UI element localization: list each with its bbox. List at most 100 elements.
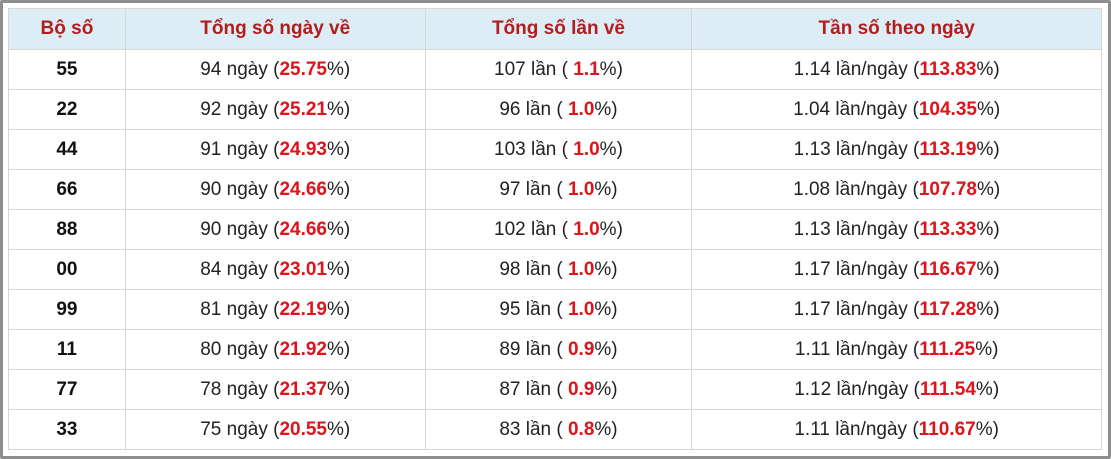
number-cell: 66 (8, 169, 126, 210)
table-row: 99 81 ngày (22.19%) 95 lần ( 1.0%) 1.17 lần… (8, 289, 1102, 330)
table-cell: 81 ngày (22.19%) (124, 289, 426, 330)
table-body: 55 94 ngày (25.75%) 107 lần ( 1.1%) 1.14 lầ… (8, 49, 1102, 450)
highlight-value: 0.9 (567, 378, 595, 400)
highlight-value: 1.1 (573, 58, 600, 80)
cell-text: 89 lần ( (499, 338, 568, 360)
number-cell: 00 (8, 249, 126, 290)
highlight-value: 24.93 (279, 138, 327, 160)
cell-text: %) (327, 98, 351, 120)
cell-text: 97 lần ( (499, 178, 568, 200)
highlight-value: 22.19 (279, 298, 327, 320)
cell-text: %) (976, 218, 1000, 240)
header-cell: Tần số theo ngày (691, 8, 1102, 50)
cell-text: 90 ngày ( (200, 178, 280, 200)
table-cell: 90 ngày (24.66%) (124, 209, 426, 250)
number-cell: 33 (8, 409, 126, 450)
header-cell: Bộ số (8, 8, 126, 50)
table-row: 55 94 ngày (25.75%) 107 lần ( 1.1%) 1.14 lầ… (8, 49, 1102, 90)
number-cell: 44 (8, 129, 126, 170)
header-cell: Tổng số ngày về (124, 8, 426, 50)
highlight-value: 107.78 (918, 178, 977, 200)
table-row: 33 75 ngày (20.55%) 83 lần ( 0.8%) 1.11 lần… (8, 409, 1102, 450)
cell-text: %) (975, 338, 999, 360)
highlight-value: 21.37 (279, 378, 327, 400)
highlight-value: 24.66 (279, 178, 327, 200)
number-cell: 99 (8, 289, 126, 330)
cell-text: 1.11 lần/ngày ( (794, 338, 920, 360)
cell-text: %) (599, 58, 623, 80)
highlight-value: 113.83 (919, 58, 977, 80)
cell-text: 80 ngày ( (200, 338, 280, 360)
highlight-value: 116.67 (919, 258, 977, 280)
cell-text: 1.14 lần/ngày ( (793, 58, 920, 80)
cell-text: %) (976, 258, 1000, 280)
table-cell: 1.11 lần/ngày (111.25%) (691, 329, 1102, 370)
table-cell: 1.17 lần/ngày (116.67%) (691, 249, 1102, 290)
number-cell: 11 (8, 329, 126, 370)
highlight-value: 113.33 (919, 218, 977, 240)
cell-text: 96 lần ( (499, 98, 568, 120)
cell-text: 107 lần ( (494, 58, 574, 80)
header-cell: Tổng số lần về (424, 8, 693, 50)
cell-text: %) (599, 218, 623, 240)
cell-text: 81 ngày ( (200, 298, 280, 320)
table-cell: 97 lần ( 1.0%) (424, 169, 693, 210)
cell-text: 102 lần ( (494, 218, 574, 240)
table-row: 00 84 ngày (23.01%) 98 lần ( 1.0%) 1.17 lần… (8, 249, 1102, 290)
cell-text: %) (594, 258, 618, 280)
table-cell: 90 ngày (24.66%) (124, 169, 426, 210)
table-row: 77 78 ngày (21.37%) 87 lần ( 0.9%) 1.12 lần… (8, 369, 1102, 410)
highlight-value: 1.0 (567, 98, 595, 120)
table-row: 44 91 ngày (24.93%) 103 lần ( 1.0%) 1.13 lầ… (8, 129, 1102, 170)
table-row: 22 92 ngày (25.21%) 96 lần ( 1.0%) 1.04 lần… (8, 89, 1102, 130)
table-row: 11 80 ngày (21.92%) 89 lần ( 0.9%) 1.11 lần… (8, 329, 1102, 370)
cell-text: 83 lần ( (499, 418, 568, 440)
cell-text: 78 ngày ( (200, 378, 280, 400)
highlight-value: 20.55 (279, 418, 327, 440)
highlight-value: 111.25 (919, 338, 976, 360)
cell-text: %) (599, 138, 623, 160)
cell-text: %) (976, 298, 1000, 320)
highlight-value: 24.66 (279, 218, 327, 240)
table-cell: 1.11 lần/ngày (110.67%) (691, 409, 1102, 450)
cell-text: %) (327, 338, 351, 360)
highlight-value: 104.35 (918, 98, 977, 120)
table-cell: 1.13 lần/ngày (113.19%) (691, 129, 1102, 170)
highlight-value: 1.0 (573, 218, 600, 240)
cell-text: %) (327, 138, 351, 160)
cell-text: 94 ngày ( (200, 58, 280, 80)
cell-text: %) (594, 378, 618, 400)
highlight-value: 23.01 (279, 258, 327, 280)
cell-text: 98 lần ( (499, 258, 568, 280)
cell-text: %) (327, 178, 351, 200)
cell-text: 1.17 lần/ngày ( (793, 298, 920, 320)
highlight-value: 25.75 (279, 58, 327, 80)
highlight-value: 110.67 (918, 418, 976, 440)
number-cell: 55 (8, 49, 126, 90)
table-cell: 91 ngày (24.93%) (124, 129, 426, 170)
table-cell: 89 lần ( 0.9%) (424, 329, 693, 370)
number-cell: 22 (8, 89, 126, 130)
highlight-value: 21.92 (279, 338, 327, 360)
cell-text: %) (594, 298, 618, 320)
table-cell: 96 lần ( 1.0%) (424, 89, 693, 130)
cell-text: %) (975, 378, 1000, 400)
cell-text: 1.13 lần/ngày ( (793, 138, 920, 160)
highlight-value: 113.19 (919, 138, 977, 160)
cell-text: 1.11 lần/ngày ( (794, 418, 919, 440)
cell-text: %) (327, 218, 351, 240)
table-row: 88 90 ngày (24.66%) 102 lần ( 1.0%) 1.13 lầ… (8, 209, 1102, 250)
table-cell: 1.13 lần/ngày (113.33%) (691, 209, 1102, 250)
cell-text: %) (976, 138, 1000, 160)
table-cell: 78 ngày (21.37%) (124, 369, 426, 410)
highlight-value: 25.21 (279, 98, 327, 120)
cell-text: 1.04 lần/ngày ( (793, 98, 919, 120)
highlight-value: 1.0 (567, 258, 595, 280)
table-cell: 83 lần ( 0.8%) (424, 409, 693, 450)
highlight-value: 0.8 (567, 418, 595, 440)
table-cell: 1.12 lần/ngày (111.54%) (691, 369, 1102, 410)
cell-text: %) (594, 338, 618, 360)
table-cell: 1.14 lần/ngày (113.83%) (691, 49, 1102, 90)
table-cell: 92 ngày (25.21%) (124, 89, 426, 130)
